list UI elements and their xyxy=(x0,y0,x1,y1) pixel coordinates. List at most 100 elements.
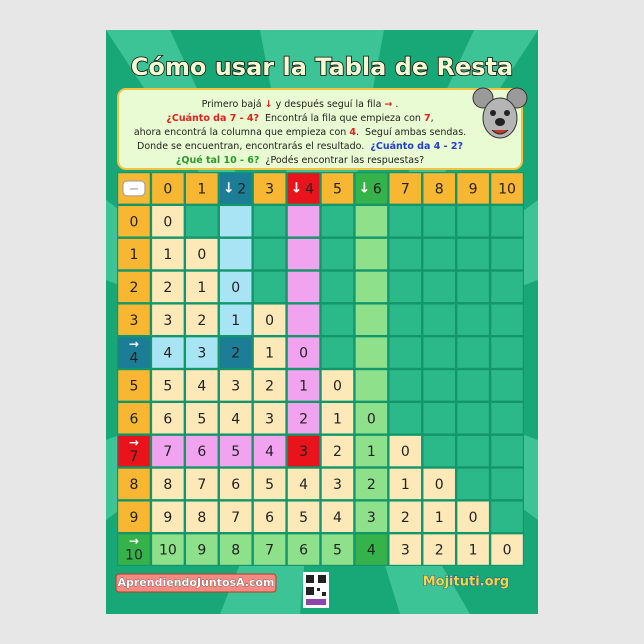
cell-value: 2 xyxy=(401,510,410,526)
column-arrow: ↓ xyxy=(291,180,303,196)
cell-value: 0 xyxy=(197,247,206,263)
table-cell xyxy=(253,370,286,401)
cell-value: 3 xyxy=(197,346,206,362)
row-header xyxy=(118,271,150,303)
column-label: 6 xyxy=(373,181,382,197)
empty-cell xyxy=(423,206,455,237)
table-cell xyxy=(423,501,455,532)
empty-cell xyxy=(321,271,354,303)
empty-cell xyxy=(423,370,455,401)
row-header xyxy=(118,435,150,467)
column-header xyxy=(389,173,422,204)
instruction-segment: 4 xyxy=(349,127,356,138)
cell-value: 5 xyxy=(333,543,342,559)
cell-value: 1 xyxy=(197,280,206,296)
instruction-segment: ahora encontrá la columna que empieza co… xyxy=(134,127,350,138)
empty-cell xyxy=(457,304,489,335)
column-arrow: ↓ xyxy=(223,180,235,196)
table-cell xyxy=(152,501,184,532)
empty-cell xyxy=(423,271,455,303)
table-cell xyxy=(186,271,218,303)
empty-cell xyxy=(389,304,422,335)
empty-cell xyxy=(423,435,455,467)
table-cell xyxy=(389,468,422,500)
cell-value: 6 xyxy=(299,543,308,559)
empty-cell xyxy=(491,435,523,467)
table-cell xyxy=(355,468,388,500)
row-header xyxy=(118,468,150,500)
column-label: 0 xyxy=(163,181,172,197)
table-cell xyxy=(186,370,218,401)
table-cell xyxy=(152,370,184,401)
cell-value: 8 xyxy=(197,510,206,526)
cell-value: 4 xyxy=(265,444,274,460)
table-cell xyxy=(152,206,184,237)
instruction-line: ¿Qué tal 10 - 6? ¿Podés encontrar las re… xyxy=(176,155,424,166)
table-cell xyxy=(491,534,523,565)
row-arrow: → xyxy=(129,534,139,548)
cell-value: 6 xyxy=(265,510,274,526)
table-cell xyxy=(253,468,286,500)
qr-code xyxy=(303,572,329,608)
row-header xyxy=(118,534,150,565)
cell-value: 0 xyxy=(435,477,444,493)
empty-cell xyxy=(457,337,489,368)
cell-value: 7 xyxy=(197,477,206,493)
row-label: 5 xyxy=(129,378,138,394)
instruction-line: Primero bajá ↓ y después seguí la fila →… xyxy=(202,99,399,110)
empty-cell xyxy=(423,304,455,335)
cell-value: 3 xyxy=(265,411,274,427)
instruction-segment: → xyxy=(384,99,392,110)
table-cell xyxy=(389,501,422,532)
cell-value: 2 xyxy=(435,543,444,559)
column-header xyxy=(219,173,252,204)
cell-value: 9 xyxy=(197,543,206,559)
table-cell xyxy=(253,501,286,532)
empty-cell xyxy=(491,304,523,335)
table-cell xyxy=(321,468,354,500)
cell-value: 9 xyxy=(163,510,172,526)
cell-value: 5 xyxy=(197,411,206,427)
cell-value: 0 xyxy=(367,411,376,427)
row-arrow: → xyxy=(129,337,139,351)
row-header xyxy=(118,501,150,532)
cell-value: 2 xyxy=(333,444,342,460)
table-cell xyxy=(219,403,252,434)
row-label: 4 xyxy=(129,351,138,367)
empty-cell xyxy=(423,238,455,270)
instruction-segment: Encontrá la fila que empieza con xyxy=(259,113,424,124)
instruction-segment: ¿Cuánto da 4 - 2? xyxy=(370,141,463,152)
cell-value: 1 xyxy=(163,247,172,263)
instruction-segment: Primero bajá xyxy=(202,99,265,110)
empty-cell xyxy=(219,206,252,237)
cell-value: 4 xyxy=(231,411,240,427)
column-header xyxy=(253,173,286,204)
empty-cell xyxy=(491,468,523,500)
row-header xyxy=(118,206,150,237)
table-cell xyxy=(287,337,320,368)
empty-cell xyxy=(321,304,354,335)
table-cell xyxy=(321,534,354,565)
table-cell xyxy=(219,271,252,303)
column-header xyxy=(186,173,218,204)
table-cell xyxy=(219,501,252,532)
empty-cell xyxy=(389,403,422,434)
instruction-segment: ¿Cuánto da 7 - 4? xyxy=(166,113,259,124)
empty-cell xyxy=(186,206,218,237)
empty-cell xyxy=(389,271,422,303)
cell-value: 1 xyxy=(231,313,240,329)
table-cell xyxy=(219,534,252,565)
table-cell xyxy=(287,534,320,565)
cell-value: 8 xyxy=(231,543,240,559)
table-frame xyxy=(117,172,524,566)
instruction-segment: ¿Qué tal 10 - 6? xyxy=(176,155,260,166)
cell-value: 5 xyxy=(265,477,274,493)
table-cell xyxy=(457,534,489,565)
cell-value: 3 xyxy=(333,477,342,493)
empty-cell xyxy=(321,206,354,237)
instruction-segment: 7 xyxy=(424,113,431,124)
cell-value: 3 xyxy=(367,510,376,526)
column-label: 2 xyxy=(237,181,246,197)
table-cell xyxy=(287,468,320,500)
column-label: 3 xyxy=(265,181,274,197)
